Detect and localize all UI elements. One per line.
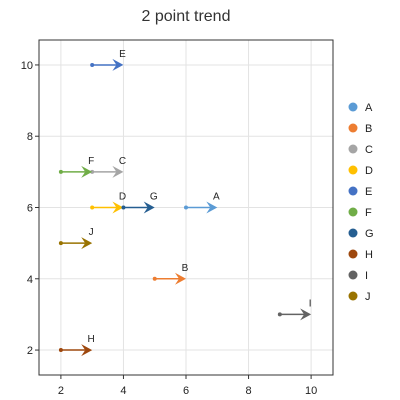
point-label: C bbox=[119, 156, 126, 167]
arrow-head bbox=[81, 237, 93, 250]
series-f-arrow: F bbox=[58, 156, 94, 178]
legend-marker bbox=[348, 207, 358, 217]
y-tick-label: 2 bbox=[27, 345, 33, 357]
arrow-head bbox=[81, 344, 93, 357]
chart-title: 2 point trend bbox=[142, 8, 231, 25]
start-point bbox=[58, 169, 63, 174]
x-tick-label: 8 bbox=[245, 385, 251, 397]
point-label: A bbox=[213, 192, 220, 203]
legend-label: J bbox=[365, 291, 371, 303]
legend-label: G bbox=[365, 228, 374, 240]
legend-marker bbox=[348, 102, 358, 112]
arrow-head bbox=[112, 165, 124, 178]
arrow-head bbox=[143, 201, 155, 214]
y-tick-label: 10 bbox=[21, 60, 33, 72]
legend-label: D bbox=[365, 165, 373, 177]
legend-item-j: J bbox=[348, 291, 371, 303]
series-c-arrow: C bbox=[90, 156, 126, 178]
legend-marker bbox=[348, 123, 358, 133]
legend-label: B bbox=[365, 123, 372, 135]
point-label: D bbox=[119, 192, 126, 203]
series-i-arrow: I bbox=[277, 298, 312, 321]
legend-marker bbox=[348, 291, 358, 301]
legend-item-g: G bbox=[348, 228, 374, 240]
legend-marker bbox=[348, 144, 358, 154]
point-label: G bbox=[150, 192, 158, 203]
legend-item-e: E bbox=[348, 186, 372, 198]
legend-marker bbox=[348, 165, 358, 175]
legend-label: H bbox=[365, 249, 373, 261]
x-tick-label: 4 bbox=[120, 385, 126, 397]
legend-label: C bbox=[365, 144, 373, 156]
start-point bbox=[58, 348, 63, 353]
start-point bbox=[277, 312, 282, 317]
point-label: H bbox=[88, 334, 95, 345]
legend-marker bbox=[348, 249, 358, 259]
legend-item-a: A bbox=[348, 102, 373, 114]
x-tick-label: 10 bbox=[305, 385, 317, 397]
legend-label: I bbox=[365, 270, 368, 282]
start-point bbox=[90, 205, 95, 210]
start-point bbox=[58, 241, 63, 246]
legend-item-d: D bbox=[348, 165, 373, 177]
y-tick-label: 6 bbox=[27, 203, 33, 215]
x-tick-label: 6 bbox=[183, 385, 189, 397]
legend-item-c: C bbox=[348, 144, 373, 156]
arrow-head bbox=[206, 201, 218, 214]
x-tick-label: 2 bbox=[58, 385, 64, 397]
y-tick-label: 8 bbox=[27, 131, 33, 143]
series-h-arrow: H bbox=[58, 334, 95, 357]
arrow-head bbox=[112, 58, 124, 71]
series-j-arrow: J bbox=[58, 227, 94, 250]
arrow-head bbox=[81, 165, 93, 178]
series-e-arrow: E bbox=[90, 49, 126, 71]
point-label: J bbox=[89, 227, 94, 238]
legend-label: E bbox=[365, 186, 372, 198]
legend-marker bbox=[348, 186, 358, 196]
point-label: B bbox=[182, 263, 189, 274]
y-tick-label: 4 bbox=[27, 274, 33, 286]
legend-label: A bbox=[365, 102, 373, 114]
legend-item-h: H bbox=[348, 249, 373, 261]
arrow-head bbox=[300, 308, 312, 321]
start-point bbox=[121, 205, 126, 210]
series-g-arrow: G bbox=[121, 192, 158, 214]
start-point bbox=[90, 62, 95, 67]
start-point bbox=[152, 276, 157, 281]
legend-item-i: I bbox=[348, 270, 368, 282]
point-label: F bbox=[88, 156, 94, 167]
y-axis-ticks: 2 4 6 8 10 bbox=[21, 60, 39, 357]
x-axis-ticks: 2 4 6 8 10 bbox=[58, 375, 317, 397]
arrow-head bbox=[112, 201, 124, 214]
series-b-arrow: B bbox=[152, 263, 189, 285]
series-d-arrow: D bbox=[90, 192, 126, 214]
series-a-arrow: A bbox=[184, 192, 220, 214]
point-label: I bbox=[309, 298, 312, 309]
series-arrows: A B C D E F G H I J bbox=[58, 49, 312, 357]
start-point bbox=[184, 205, 188, 210]
legend-item-f: F bbox=[348, 207, 372, 219]
legend-marker bbox=[348, 228, 358, 238]
arrow-head bbox=[175, 272, 186, 285]
legend-item-b: B bbox=[348, 123, 372, 135]
legend-label: F bbox=[365, 207, 372, 219]
start-point bbox=[90, 169, 95, 174]
legend-marker bbox=[348, 270, 358, 280]
point-label: E bbox=[119, 49, 126, 60]
